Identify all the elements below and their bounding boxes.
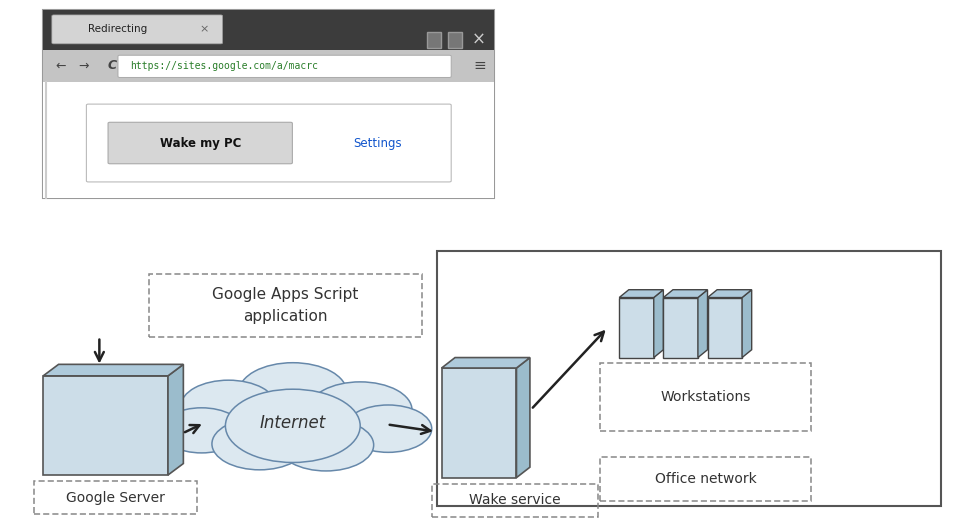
Text: ←: ← bbox=[56, 60, 65, 73]
Polygon shape bbox=[663, 290, 708, 298]
Polygon shape bbox=[742, 290, 752, 358]
Polygon shape bbox=[619, 290, 663, 298]
FancyBboxPatch shape bbox=[43, 50, 494, 82]
Text: Office network: Office network bbox=[655, 472, 756, 486]
Circle shape bbox=[345, 405, 432, 453]
FancyBboxPatch shape bbox=[43, 10, 494, 50]
Polygon shape bbox=[663, 298, 698, 358]
Circle shape bbox=[180, 380, 276, 432]
Text: Google Apps Script
application: Google Apps Script application bbox=[212, 287, 359, 324]
Text: Redirecting: Redirecting bbox=[87, 25, 147, 34]
Text: Wake my PC: Wake my PC bbox=[159, 137, 241, 149]
FancyBboxPatch shape bbox=[43, 10, 494, 198]
FancyBboxPatch shape bbox=[118, 55, 451, 77]
Circle shape bbox=[226, 389, 360, 462]
Polygon shape bbox=[619, 298, 654, 358]
FancyBboxPatch shape bbox=[86, 104, 451, 182]
Polygon shape bbox=[698, 290, 708, 358]
FancyBboxPatch shape bbox=[108, 122, 293, 164]
Text: Workstations: Workstations bbox=[660, 390, 751, 404]
Circle shape bbox=[308, 382, 412, 438]
FancyBboxPatch shape bbox=[43, 82, 494, 198]
FancyBboxPatch shape bbox=[448, 32, 462, 48]
Text: Wake service: Wake service bbox=[469, 493, 561, 507]
Polygon shape bbox=[654, 290, 663, 358]
Polygon shape bbox=[708, 290, 752, 298]
Text: →: → bbox=[79, 60, 88, 73]
Polygon shape bbox=[43, 376, 168, 475]
Polygon shape bbox=[516, 358, 530, 478]
Text: Settings: Settings bbox=[352, 137, 401, 149]
Circle shape bbox=[239, 363, 347, 421]
Circle shape bbox=[212, 418, 307, 470]
Text: ×: × bbox=[200, 25, 208, 34]
Text: ≡: ≡ bbox=[473, 58, 487, 74]
Text: Internet: Internet bbox=[259, 414, 326, 432]
Polygon shape bbox=[442, 358, 530, 368]
Polygon shape bbox=[43, 364, 183, 376]
Circle shape bbox=[160, 408, 243, 453]
Polygon shape bbox=[168, 364, 183, 475]
Text: Google Server: Google Server bbox=[66, 491, 164, 505]
Text: https://sites.google.com/a/macrc: https://sites.google.com/a/macrc bbox=[130, 61, 318, 71]
Polygon shape bbox=[442, 368, 516, 478]
FancyBboxPatch shape bbox=[52, 15, 223, 44]
FancyBboxPatch shape bbox=[427, 32, 441, 48]
Text: C: C bbox=[108, 60, 117, 73]
Circle shape bbox=[278, 419, 373, 471]
Polygon shape bbox=[708, 298, 742, 358]
Text: ×: × bbox=[472, 31, 486, 49]
